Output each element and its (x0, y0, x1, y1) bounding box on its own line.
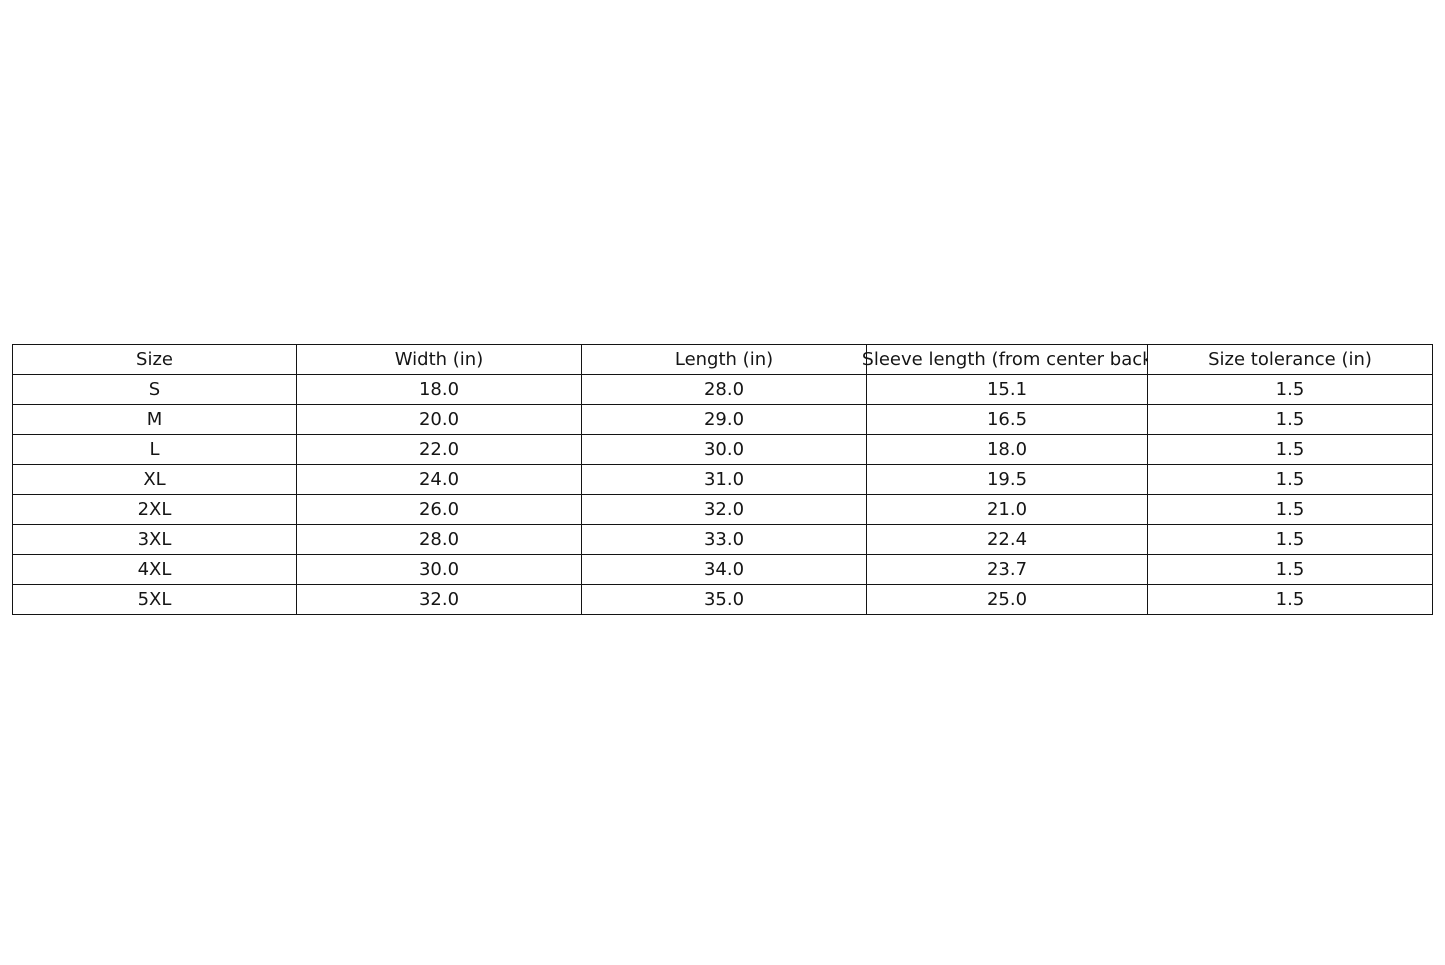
table-header-row: Size Width (in) Length (in) Sleeve lengt… (12, 344, 1433, 375)
cell-sleeve: 18.0 (866, 434, 1148, 465)
cell-sleeve: 15.1 (866, 374, 1148, 405)
cell-length: 28.0 (581, 374, 867, 405)
cell-width: 18.0 (296, 374, 582, 405)
cell-size: XL (12, 464, 297, 495)
column-header-sleeve-length-text: Sleeve length (from center back (866, 349, 1148, 370)
cell-length: 30.0 (581, 434, 867, 465)
cell-width: 22.0 (296, 434, 582, 465)
table-row: 4XL 30.0 34.0 23.7 1.5 (12, 554, 1433, 585)
cell-sleeve: 16.5 (866, 404, 1148, 435)
table-row: XL 24.0 31.0 19.5 1.5 (12, 464, 1433, 495)
cell-size: M (12, 404, 297, 435)
cell-size: 2XL (12, 494, 297, 525)
cell-length: 35.0 (581, 584, 867, 615)
cell-width: 20.0 (296, 404, 582, 435)
cell-tolerance: 1.5 (1147, 494, 1433, 525)
cell-tolerance: 1.5 (1147, 554, 1433, 585)
column-header-width: Width (in) (296, 344, 582, 375)
table-row: 2XL 26.0 32.0 21.0 1.5 (12, 494, 1433, 525)
cell-sleeve: 22.4 (866, 524, 1148, 555)
cell-length: 33.0 (581, 524, 867, 555)
cell-width: 32.0 (296, 584, 582, 615)
cell-tolerance: 1.5 (1147, 464, 1433, 495)
cell-length: 32.0 (581, 494, 867, 525)
cell-size: 4XL (12, 554, 297, 585)
cell-width: 28.0 (296, 524, 582, 555)
cell-tolerance: 1.5 (1147, 404, 1433, 435)
table-body: S 18.0 28.0 15.1 1.5 M 20.0 29.0 16.5 1.… (12, 374, 1433, 615)
cell-tolerance: 1.5 (1147, 584, 1433, 615)
cell-width: 26.0 (296, 494, 582, 525)
cell-width: 30.0 (296, 554, 582, 585)
column-header-size: Size (12, 344, 297, 375)
cell-size: 5XL (12, 584, 297, 615)
table-row: 3XL 28.0 33.0 22.4 1.5 (12, 524, 1433, 555)
table-row: 5XL 32.0 35.0 25.0 1.5 (12, 584, 1433, 615)
column-header-sleeve-length: Sleeve length (from center back (866, 344, 1148, 375)
cell-tolerance: 1.5 (1147, 524, 1433, 555)
cell-sleeve: 19.5 (866, 464, 1148, 495)
cell-length: 31.0 (581, 464, 867, 495)
cell-length: 34.0 (581, 554, 867, 585)
cell-size: 3XL (12, 524, 297, 555)
cell-length: 29.0 (581, 404, 867, 435)
table-row: S 18.0 28.0 15.1 1.5 (12, 374, 1433, 405)
cell-tolerance: 1.5 (1147, 374, 1433, 405)
cell-sleeve: 23.7 (866, 554, 1148, 585)
table-row: L 22.0 30.0 18.0 1.5 (12, 434, 1433, 465)
table-row: M 20.0 29.0 16.5 1.5 (12, 404, 1433, 435)
column-header-length: Length (in) (581, 344, 867, 375)
size-chart-table: Size Width (in) Length (in) Sleeve lengt… (12, 344, 1433, 615)
cell-width: 24.0 (296, 464, 582, 495)
column-header-size-tolerance: Size tolerance (in) (1147, 344, 1433, 375)
cell-size: S (12, 374, 297, 405)
cell-tolerance: 1.5 (1147, 434, 1433, 465)
cell-size: L (12, 434, 297, 465)
cell-sleeve: 21.0 (866, 494, 1148, 525)
cell-sleeve: 25.0 (866, 584, 1148, 615)
